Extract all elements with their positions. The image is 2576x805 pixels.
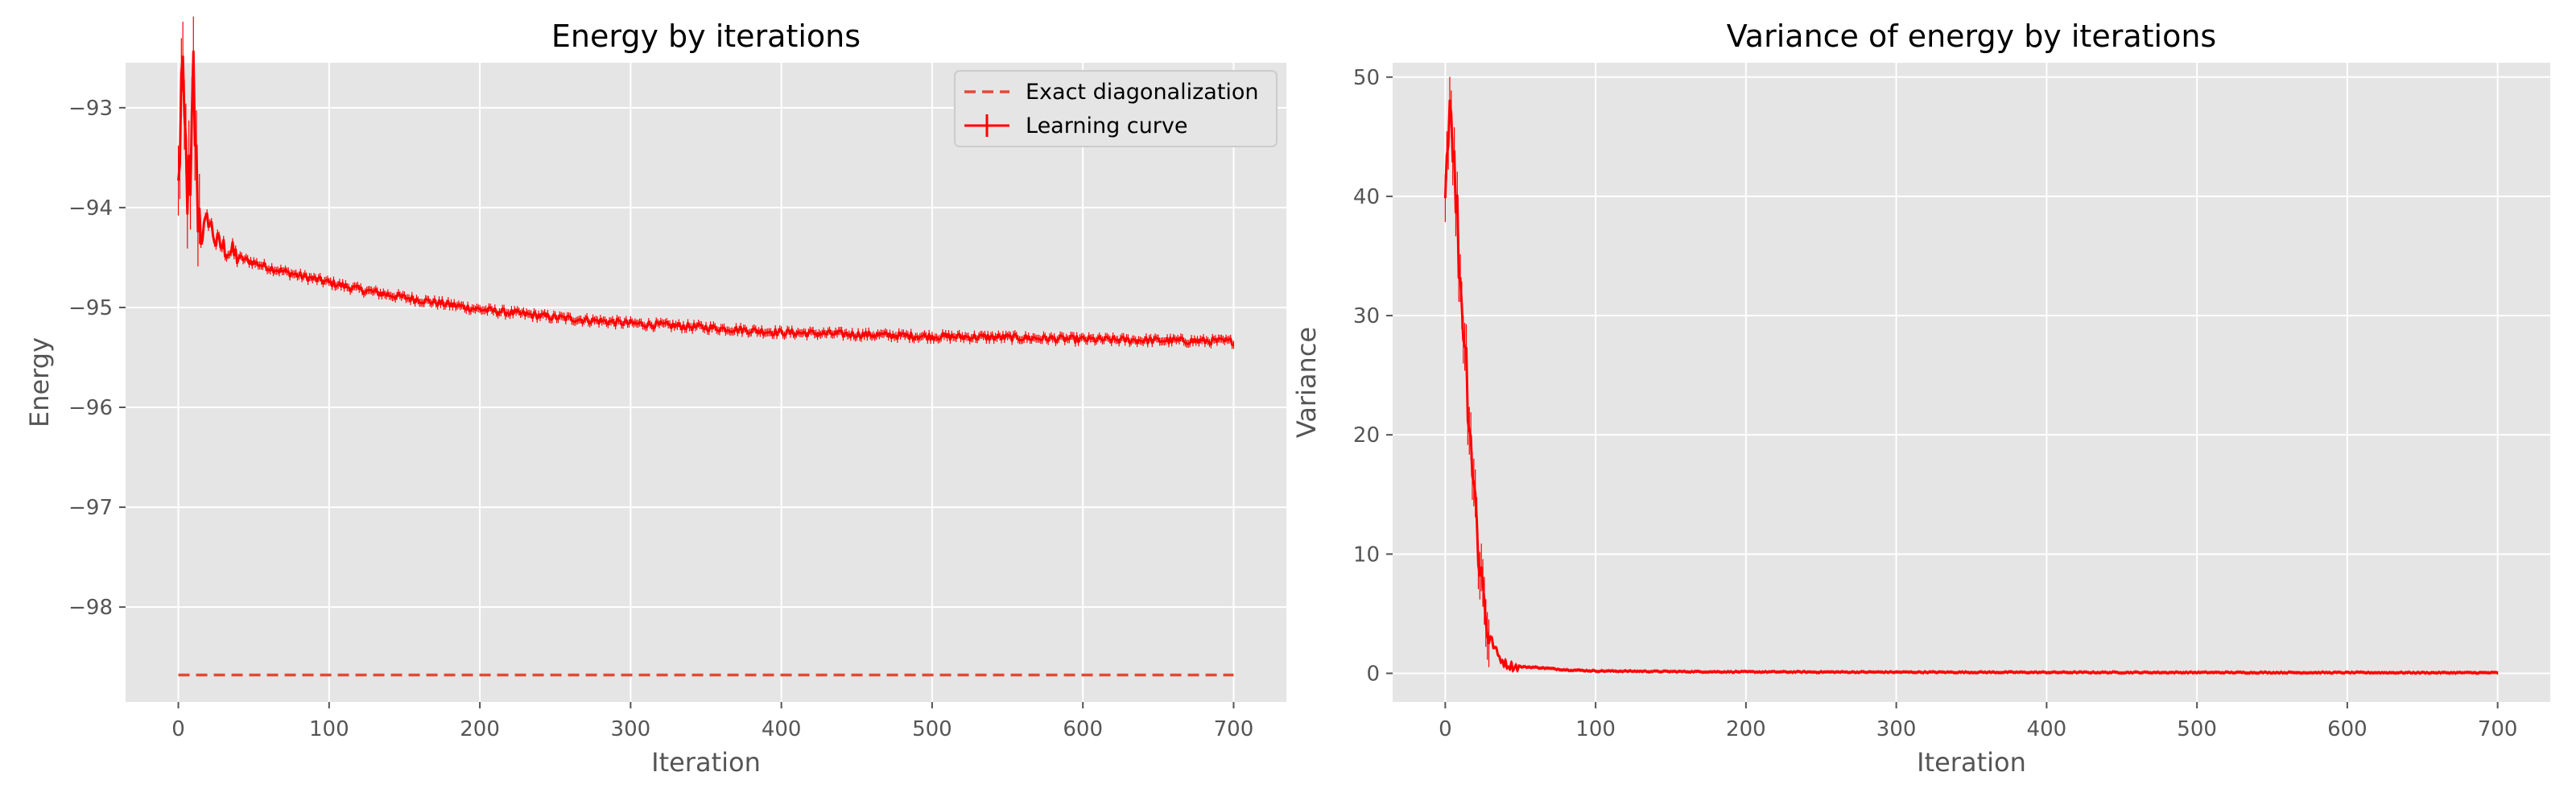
y-tick-label: 50 bbox=[1353, 66, 1380, 90]
energy-series bbox=[177, 16, 1235, 677]
y-tick-label: 0 bbox=[1366, 662, 1380, 686]
legend-label-exact-diagonalization: Exact diagonalization bbox=[1026, 80, 1259, 105]
energy-chart: 0 100 200 300 400 500 600 700 −98 −97 −96 −95 −94 −93… bbox=[24, 16, 1286, 778]
legend-box bbox=[954, 70, 1278, 147]
y-tick-label: 30 bbox=[1353, 304, 1380, 328]
energy-ticks: 0 100 200 300 400 500 600 700 −98 −97 −96 −95 −94 −93 bbox=[68, 97, 1253, 741]
x-tick-label: 100 bbox=[1575, 717, 1616, 741]
y-tick-label: −95 bbox=[68, 296, 113, 320]
series-variance bbox=[1443, 99, 2499, 675]
x-tick-label: 100 bbox=[309, 717, 349, 741]
variance-series bbox=[1443, 76, 2499, 675]
x-tick-label: 700 bbox=[2478, 717, 2518, 741]
y-tick-label: −98 bbox=[68, 596, 113, 620]
x-tick-label: 700 bbox=[1214, 717, 1254, 741]
energy-x-axis-label: Iteration bbox=[651, 747, 761, 778]
x-tick-label: 500 bbox=[912, 717, 952, 741]
x-tick-label: 300 bbox=[1876, 717, 1917, 741]
y-tick-label: −96 bbox=[68, 396, 113, 420]
energy-plot-area bbox=[126, 63, 1286, 702]
x-tick-label: 0 bbox=[1439, 717, 1452, 741]
x-tick-label: 600 bbox=[2327, 717, 2368, 741]
variance-y-axis-label: Variance bbox=[1291, 327, 1322, 438]
y-tick-label: 20 bbox=[1353, 423, 1380, 448]
energy-y-axis-label: Energy bbox=[24, 337, 55, 427]
series-learning-curve bbox=[177, 50, 1234, 346]
variance-grid bbox=[1393, 63, 2550, 702]
x-tick-label: 400 bbox=[762, 717, 802, 741]
variance-plot-area bbox=[1393, 63, 2550, 702]
y-tick-label: 40 bbox=[1353, 185, 1380, 209]
variance-chart-title: Variance of energy by iterations bbox=[1727, 19, 2216, 54]
x-tick-label: 500 bbox=[2177, 717, 2217, 741]
x-tick-label: 300 bbox=[611, 717, 651, 741]
legend-label-learning-curve: Learning curve bbox=[1026, 114, 1187, 138]
energy-legend: Exact diagonalization Learning curve bbox=[954, 70, 1278, 147]
variance-x-axis-label: Iteration bbox=[1917, 747, 2026, 778]
x-tick-label: 0 bbox=[171, 717, 185, 741]
variance-chart: 0 100 200 300 400 500 600 700 0 10 20 30 40 50 Varian… bbox=[1291, 19, 2550, 778]
y-tick-label: 10 bbox=[1353, 543, 1380, 567]
x-tick-label: 200 bbox=[460, 717, 500, 741]
y-tick-label: −93 bbox=[68, 97, 113, 121]
y-tick-label: −97 bbox=[68, 496, 113, 520]
energy-chart-title: Energy by iterations bbox=[551, 19, 861, 54]
x-tick-label: 600 bbox=[1063, 717, 1103, 741]
x-tick-label: 200 bbox=[1726, 717, 1766, 741]
y-tick-label: −94 bbox=[68, 196, 113, 221]
x-tick-label: 400 bbox=[2027, 717, 2067, 741]
variance-ticks: 0 100 200 300 400 500 600 700 0 10 20 30 40 50 bbox=[1353, 66, 2518, 741]
